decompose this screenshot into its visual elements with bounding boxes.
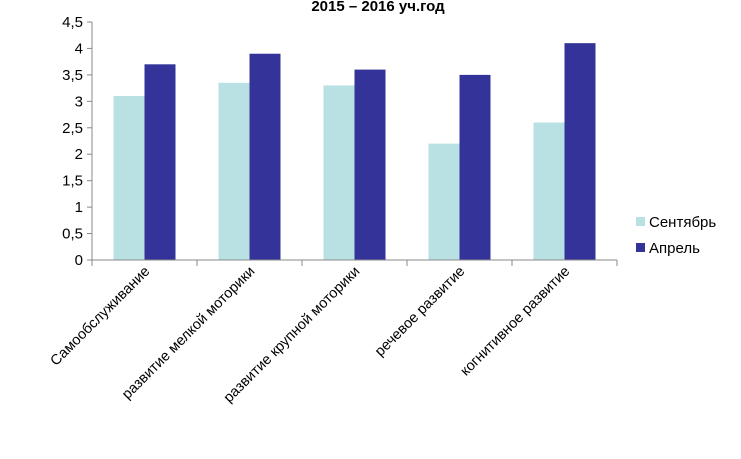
x-tick-label: когнитивное развитие	[458, 264, 574, 380]
y-tick-label: 4,5	[62, 14, 83, 31]
bar-april	[564, 43, 596, 261]
bar-april	[459, 74, 491, 260]
y-tick-label: 0,5	[62, 226, 83, 243]
legend-label: Апрель	[649, 240, 700, 257]
chart-title: 2015 – 2016 уч.год	[311, 0, 445, 15]
bars	[113, 43, 596, 261]
bar-september	[533, 122, 565, 260]
bar-april	[354, 69, 386, 260]
y-tick-label: 3	[75, 93, 83, 110]
legend: Сентябрь Апрель	[636, 214, 716, 257]
y-tick-label: 1,5	[62, 173, 83, 190]
y-tick-label: 1	[75, 199, 83, 216]
legend-swatch	[636, 217, 645, 226]
bar-april	[144, 64, 176, 260]
legend-label: Сентябрь	[649, 214, 716, 231]
bar-april	[249, 53, 281, 260]
y-tick-label: 0	[75, 252, 83, 269]
bar-september	[323, 85, 355, 260]
x-tick-label: речевое развитие	[372, 264, 468, 360]
x-tick-label: Самообслуживание	[48, 264, 154, 370]
bar-september	[113, 96, 145, 261]
legend-swatch	[636, 243, 645, 252]
y-tick-label: 2,5	[62, 120, 83, 137]
y-axis: 0 0,5 1 1,5 2 2,5 3 3,5 4 4,5	[62, 14, 93, 269]
bar-september	[428, 143, 460, 260]
y-tick-label: 3,5	[62, 67, 83, 84]
y-tick-label: 4	[75, 40, 83, 57]
bar-september	[218, 82, 250, 260]
y-tick-label: 2	[75, 146, 83, 163]
